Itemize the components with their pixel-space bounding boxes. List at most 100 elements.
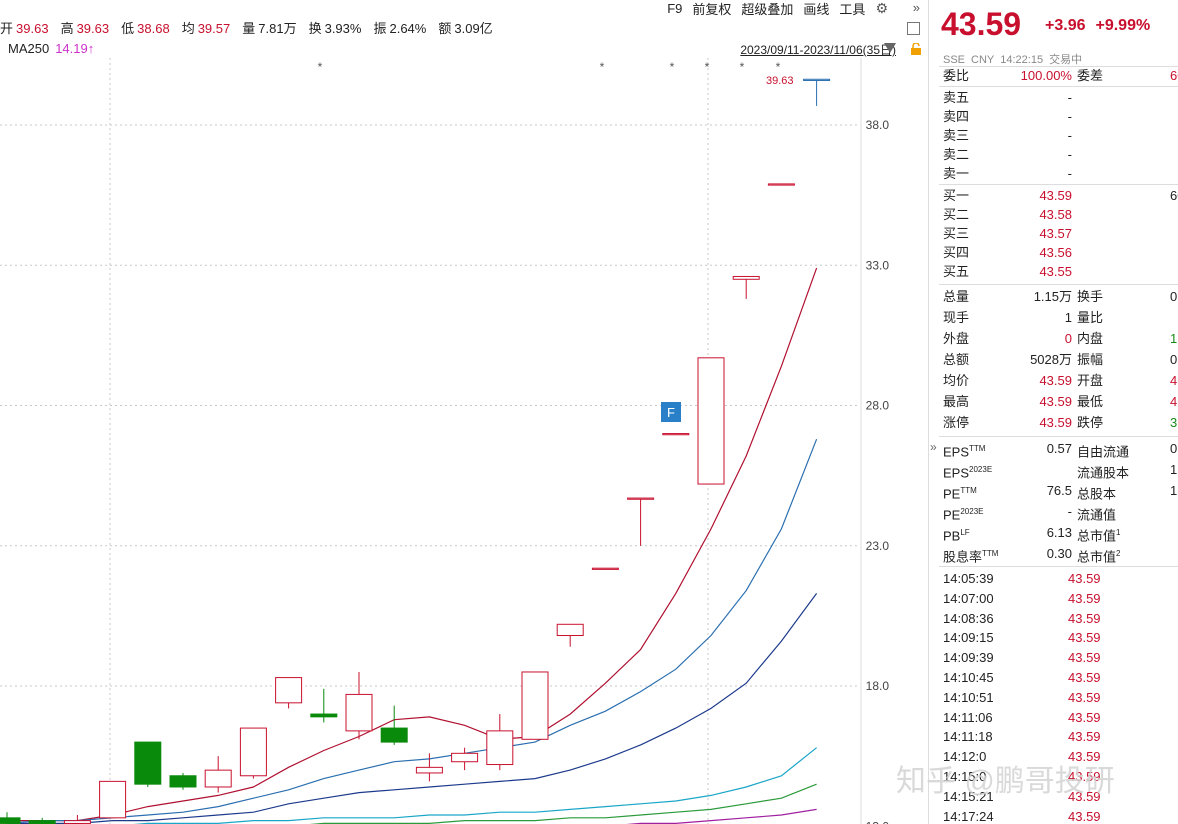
candle-body [28,820,56,824]
fund-label-2-text: 总股本 [1077,486,1117,502]
date-range[interactable]: 2023/09/11-2023/11/06(35日) [740,43,896,57]
price-change: +3.96 +9.99% [1045,17,1160,35]
info-item: 振 2.64% [373,18,426,38]
ask-price: - [1067,147,1072,162]
bid-label: 买二 [943,207,970,222]
tick-time: 14:07:00 [943,590,994,606]
info-item: 高 39.63 [61,18,110,38]
stat-label-2: 开盘 [1077,373,1104,388]
gear-icon[interactable]: ⚙ [875,0,888,16]
currency: CNY [971,54,995,66]
ohlc-info-bar: 开 39.63 高 39.63 低 38.68 均 39.57 量 7.81万换 3.93% 振 2.6… [0,18,493,38]
bid-price: 43.58 [1039,207,1072,222]
stat-label-2: 振幅 [1077,352,1104,367]
chart-menu-bar: F9 前复权 超级叠加 画线 工具 ⚙ [667,0,888,17]
ask-label: 卖四 [943,109,970,124]
bid-row: 买一 43.59 60 [943,186,1178,206]
bid-price: 43.55 [1039,264,1072,279]
fund-label-sup: TTM [969,444,986,453]
bid-price: 43.57 [1039,226,1072,241]
fundamental-row: 股息率TTM 0.30 总市值2 [943,544,1178,564]
tick-price: 43.59 [1068,590,1101,606]
y-tick-label: 18.0 [866,679,890,693]
tick-price: 43.59 [1068,729,1101,745]
candle-body [803,78,831,81]
expand-icon[interactable]: » [912,0,920,15]
last-price-label: 39.63 [766,75,794,87]
info-item: 换 3.93% [309,18,362,38]
y-tick-label: 28.0 [866,399,890,413]
kline-chart[interactable]: 38.0 33.0 28.0 23.0 18.0 13.0 * * * * * * F 39.63 [0,0,926,824]
menu-tools[interactable]: 工具 [839,1,866,17]
candle-body [767,183,795,186]
fund-value: 6.13 [1046,525,1072,540]
stat-value-2: 3 [1170,415,1178,430]
info-label: 振 [373,21,387,36]
info-item: 额 3.09亿 [438,18,492,38]
menu-f9[interactable]: F9 [667,0,683,16]
candle-body [591,567,619,570]
fund-label-text: EPS [943,465,970,481]
menu-draw[interactable]: 画线 [803,1,830,17]
divider [939,284,1178,285]
fund-label: PE2023E [943,502,983,525]
fund-label-2: 总市值1 [1077,523,1120,546]
bid-label: 买三 [943,226,970,241]
fund-label: 股息率TTM [943,544,998,567]
market-meta: SSE CNY 14:22:15 交易中 [943,51,1088,67]
tick-price: 43.59 [1068,689,1101,705]
tick-row: 14:11:18 43.59 [943,727,1178,747]
bid-label: 买五 [943,264,970,279]
stat-value: 1 [1064,310,1072,325]
tick-price: 43.59 [1068,709,1101,725]
fund-value-2: 0. [1170,441,1178,456]
candle-body [204,769,232,788]
tick-price: 43.59 [1068,571,1101,586]
info-label: 高 [60,21,74,36]
kline-chart-area[interactable]: 38.033.028.023.018.013.0******F39.63 开39… [0,0,926,824]
stat-row: 涨停 43.59 跌停 3 [943,413,1178,433]
stat-label: 总额 [943,352,970,367]
tick-time: 14:08:36 [943,610,994,626]
stat-value-2: 0 [1170,289,1178,304]
menu-overlay[interactable]: 超级叠加 [741,1,794,17]
ask-label: 卖三 [943,128,970,143]
candle-body [627,497,655,500]
fundamental-row: EPS2023E 流通股本 1. [943,460,1178,480]
stat-row: 最高 43.59 最低 4 [943,392,1178,412]
bid-row: 买五 43.55 [943,262,1178,282]
layout-icon[interactable] [907,22,920,35]
candle-body [732,275,760,280]
candle-body [99,780,127,819]
lock-icon[interactable] [910,42,922,55]
collapse-icon[interactable]: » [930,440,937,454]
event-star-marker: * [318,60,323,74]
fund-label: PETTM [943,481,977,504]
event-star-marker: * [600,60,605,74]
fund-label-sup: 2023E [969,465,993,474]
stat-value: 5028万 [1030,352,1072,367]
chevron-down-icon[interactable] [884,43,896,53]
candle-body [380,727,408,743]
menu-adjust[interactable]: 前复权 [692,1,732,17]
ma10-line [6,438,818,824]
tick-row: 14:09:39 43.59 [943,648,1178,668]
stat-label: 涨停 [943,415,970,430]
candle-body [134,741,162,785]
tick-row: 14:07:00 43.59 [943,589,1178,609]
fundamental-row: PBLF 6.13 总市值1 [943,523,1178,543]
candle-body [697,357,725,485]
change-value: +3.96 [1045,17,1086,34]
fund-label-2: 总股本 [1077,481,1116,504]
fund-label-sup: LF [960,528,970,537]
ma120-line [309,783,817,824]
tick-time: 14:10:45 [943,670,994,685]
tick-time: 14:09:39 [943,650,994,666]
stat-value: 43.59 [1039,415,1072,430]
candle-body [521,671,549,740]
stat-label-2: 最低 [1077,394,1104,409]
fund-label-2-text: 流通值 [1077,507,1117,523]
stat-row: 外盘 0 内盘 1. [943,329,1178,349]
tick-time: 14:11:06 [943,709,993,725]
fund-value: 0.57 [1046,441,1072,456]
